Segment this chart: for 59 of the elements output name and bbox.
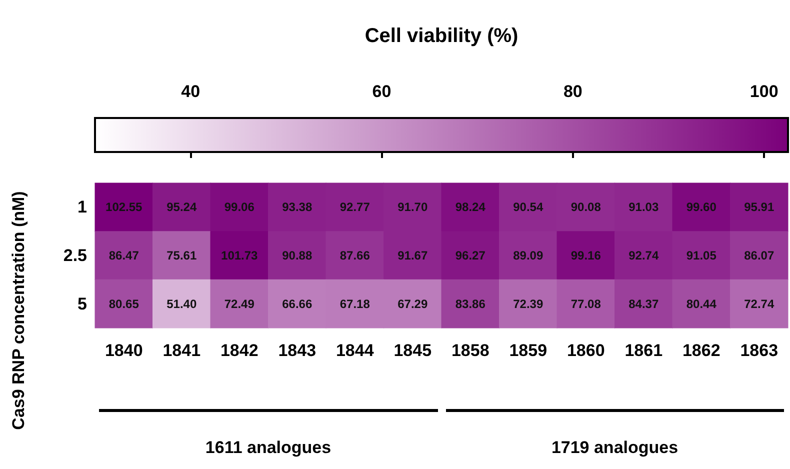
- data-label: 72.49: [224, 296, 255, 311]
- data-label: 83.86: [455, 296, 486, 311]
- x-tick-label: 1841: [162, 341, 201, 360]
- data-label: 67.29: [398, 296, 428, 311]
- x-tick-label: 1861: [624, 341, 663, 360]
- x-tick-label: 1858: [451, 341, 490, 360]
- data-label: 72.74: [744, 296, 774, 311]
- data-label: 80.65: [108, 296, 140, 311]
- data-label: 91.70: [398, 200, 428, 214]
- x-tick-label: 1843: [278, 341, 316, 360]
- x-tick-label: 1862: [682, 341, 720, 360]
- y-tick-label: 5: [78, 294, 87, 314]
- data-label: 86.07: [744, 248, 774, 262]
- data-label: 87.66: [340, 248, 370, 262]
- data-label: 77.08: [570, 296, 602, 311]
- data-label: 72.39: [513, 296, 544, 311]
- x-tick-label: 1842: [220, 341, 258, 360]
- data-label: 98.24: [455, 200, 486, 214]
- data-label: 67.18: [340, 296, 370, 311]
- data-label: 91.05: [686, 248, 717, 262]
- data-label: 91.03: [628, 200, 659, 214]
- color-bar-label: 60: [372, 82, 392, 101]
- data-label: 90.08: [570, 200, 602, 214]
- text: 1719 analogues: [550, 438, 680, 458]
- color-bar-label: 40: [181, 82, 200, 101]
- x-tick-label: 1840: [104, 341, 143, 360]
- color-bar-title: Cell viability (%): [364, 25, 518, 47]
- data-label: 102.55: [106, 200, 143, 214]
- data-label: 89.09: [513, 248, 544, 262]
- y-tick-label: 2.5: [63, 246, 87, 265]
- x-tick-label: 1863: [740, 341, 778, 360]
- data-label: 92.77: [340, 200, 370, 214]
- data-label: 66.66: [282, 296, 312, 311]
- x-tick-label: 1860: [566, 341, 605, 360]
- data-label: 80.44: [686, 296, 717, 311]
- data-label: 51.40: [166, 296, 197, 311]
- data-label: 90.54: [513, 200, 544, 214]
- data-label: 101.73: [221, 248, 258, 262]
- data-label: 95.24: [166, 200, 197, 214]
- data-label: 84.37: [628, 296, 659, 311]
- text: 1611 analogues: [204, 438, 332, 458]
- data-label: 99.16: [570, 248, 602, 262]
- data-label: 99.06: [224, 200, 255, 214]
- y-axis-title: Cas9 RNP concentration (nM): [9, 191, 28, 430]
- y-tick-label: 1: [78, 198, 87, 217]
- color-bar-label: 100: [750, 82, 778, 101]
- x-tick-label: 1845: [394, 341, 432, 360]
- data-label: 75.61: [166, 248, 197, 262]
- data-label: 99.60: [686, 200, 717, 214]
- data-label: 90.88: [282, 248, 312, 262]
- color-bar-label: 80: [563, 82, 582, 101]
- data-label: 86.47: [108, 248, 140, 262]
- x-tick-label: 1859: [509, 341, 548, 360]
- x-tick-label: 1844: [336, 341, 374, 360]
- data-label: 92.74: [628, 248, 659, 262]
- data-label: 96.27: [455, 248, 486, 262]
- data-label: 91.67: [398, 248, 428, 262]
- data-label: 95.91: [744, 200, 774, 214]
- data-label: 93.38: [282, 200, 312, 214]
